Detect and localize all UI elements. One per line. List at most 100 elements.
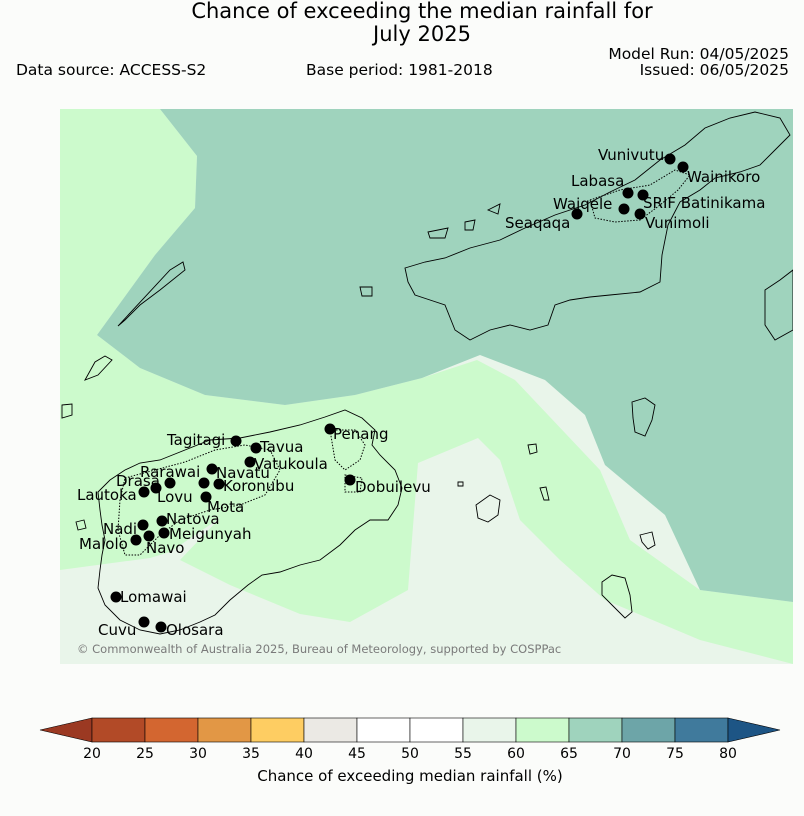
station-label-rarawai: Rarawai: [140, 463, 200, 481]
colorbar-bin-30-35: [197, 717, 252, 743]
colorbar-bin-70-75: [621, 717, 676, 743]
district-boundaries: [117, 169, 691, 556]
island-8: [631, 397, 656, 437]
colorbar-bin-75-80: [674, 717, 729, 743]
station-label-tagitagi: Tagitagi: [166, 431, 225, 449]
colorbar-tick-65: 65: [560, 746, 578, 762]
station-marker-vatukoula: [244, 456, 256, 468]
station-label-tavua: Tavua: [259, 438, 303, 456]
station-marker-penang: [324, 423, 336, 435]
station-label-vunivutu: Vunivutu: [598, 146, 664, 164]
station-marker-drasa: [150, 482, 162, 494]
station-label-mota: Mota: [207, 498, 244, 516]
island-12: [539, 486, 550, 501]
station-marker-natova: [156, 515, 168, 527]
colorbar-tick-50: 50: [401, 746, 419, 762]
colorbar-tick-60: 60: [507, 746, 525, 762]
island-7: [486, 203, 501, 215]
zone-60-65: [60, 109, 793, 664]
station-marker-rarawai: [206, 463, 218, 475]
station-marker-waiqele: [618, 203, 630, 215]
station-marker-navo: [143, 530, 155, 542]
island-2: [84, 355, 113, 381]
colorbar-bin-60-65: [515, 717, 570, 743]
station-marker-olosara: [155, 621, 167, 633]
issued-label: Issued: 06/05/2025: [639, 61, 789, 79]
station-marker-meigunyah: [158, 527, 170, 539]
title-line-1: Chance of exceeding the median rainfall …: [191, 0, 653, 23]
station-marker-labasa: [622, 187, 634, 199]
station-label-drasa: Drasa: [116, 472, 160, 490]
station-label-srif-batinikama: SRIF Batinikama: [643, 194, 765, 212]
base-period-label: Base period: 1981-2018: [306, 61, 493, 79]
colorbar-bin-25-30: [144, 717, 199, 743]
colorbar-bin-55-60: [462, 717, 517, 743]
island-9: [475, 494, 501, 523]
colorbar-tick-40: 40: [295, 746, 313, 762]
station-label-navo: Navo: [146, 539, 184, 557]
chart-title: Chance of exceeding the median rainfall …: [0, 0, 804, 46]
zone-65-70: [97, 109, 793, 602]
station-label-olosara: Olosara: [166, 621, 224, 639]
colorbar-bin-50-55: [409, 717, 464, 743]
colorbar-bin-20-25: [91, 717, 146, 743]
viti-levu-coast: [97, 409, 403, 635]
station-marker-lovu: [164, 477, 176, 489]
station-marker-navatu: [198, 477, 210, 489]
station-label-seaqaqa: Seaqaqa: [505, 214, 570, 232]
colorbar: 20 25 30 35 40 45 50 55 60 65 70 75 80: [39, 717, 781, 762]
station-marker-tagitagi: [230, 435, 242, 447]
vanua-levu-coast: [404, 111, 791, 341]
island-3: [61, 403, 73, 419]
station-marker-seaqaqa: [571, 208, 583, 220]
island-5: [427, 227, 449, 239]
station-marker-dobuilevu: [344, 474, 356, 486]
colorbar-tick-45: 45: [348, 746, 366, 762]
colorbar-high-extend: [727, 717, 781, 743]
station-marker-koronubu: [213, 478, 225, 490]
island-1: [117, 261, 186, 327]
colorbar-bin-45-50: [356, 717, 411, 743]
colorbar-tick-30: 30: [189, 746, 207, 762]
copyright-text: © Commonwealth of Australia 2025, Bureau…: [77, 642, 561, 656]
station-label-dobuilevu: Dobuilevu: [355, 478, 431, 496]
station-label-lautoka: Lautoka: [77, 486, 137, 504]
station-marker-srif-batinikama: [637, 189, 649, 201]
station-marker-malolo: [130, 534, 142, 546]
colorbar-title: Chance of exceeding median rainfall (%): [257, 767, 562, 785]
island-11: [527, 443, 538, 455]
probability-zones: [60, 109, 793, 664]
colorbar-tick-75: 75: [666, 746, 684, 762]
station-label-vatukoula: Vatukoula: [254, 455, 328, 473]
station-label-labasa: Labasa: [571, 172, 624, 190]
colorbar-bin-65-70: [568, 717, 623, 743]
colorbar-tick-20: 20: [83, 746, 101, 762]
coastlines: [61, 111, 793, 635]
station-label-cuvu: Cuvu: [98, 621, 136, 639]
station-marker-lautoka: [138, 486, 150, 498]
taveuni-coast: [764, 269, 793, 341]
colorbar-tick-35: 35: [242, 746, 260, 762]
station-marker-mota: [200, 491, 212, 503]
title-line-2: July 2025: [373, 22, 471, 46]
colorbar-bin-35-40: [250, 717, 305, 743]
station-layer: Vunivutu Wainikoro Labasa SRIF Batinikama Wa…: [77, 146, 765, 639]
station-label-koronubu: Koronubu: [223, 477, 294, 495]
island-10: [601, 574, 633, 619]
model-run-label: Model Run: 04/05/2025: [608, 45, 789, 63]
station-label-nadi: Nadi: [103, 520, 137, 538]
station-label-natova: Natova: [166, 510, 220, 528]
station-marker-lomawai: [110, 591, 122, 603]
station-label-penang: Penang: [333, 425, 388, 443]
island-4: [359, 286, 373, 297]
colorbar-tick-80: 80: [719, 746, 737, 762]
colorbar-tick-70: 70: [613, 746, 631, 762]
station-label-vunimoli: Vunimoli: [645, 214, 710, 232]
station-marker-vunivutu: [664, 153, 676, 165]
data-source-label: Data source: ACCESS-S2: [16, 61, 207, 79]
colorbar-tick-55: 55: [454, 746, 472, 762]
island-15: [75, 519, 87, 531]
station-label-navatu: Navatu: [216, 464, 270, 482]
island-13: [639, 531, 656, 550]
